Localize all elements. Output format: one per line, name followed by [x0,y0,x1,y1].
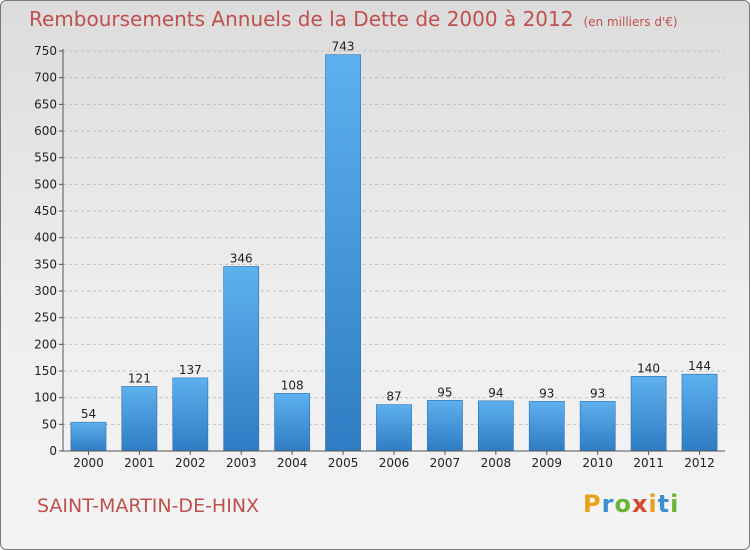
x-tick-label: 2007 [430,456,461,470]
bar [223,266,260,452]
x-tick-label: 2010 [582,456,613,470]
y-tick-label: 250 [34,311,57,325]
bar [427,400,463,452]
x-tick-label: 2012 [684,456,715,470]
proxiti-logo: Proxiti [583,490,679,518]
bar [376,404,412,452]
bar [325,54,361,452]
bar-value-label: 121 [128,371,151,385]
y-tick-label: 450 [34,204,57,218]
y-tick-label: 50 [42,417,57,431]
gridlines [63,50,725,425]
bar-value-label: 87 [386,390,401,404]
bar-value-label: 144 [688,359,711,373]
logo-letter: r [601,490,615,518]
x-axis: 2000 2001 2002 2003 2004 2005 2006 2007 2008 2009… [63,450,725,470]
x-tick-label: 2009 [531,456,562,470]
logo-letter: i [670,490,680,518]
logo-letter: P [583,490,602,518]
x-tick-label: 2002 [175,456,206,470]
x-tick-label: 2004 [277,456,308,470]
bar [477,400,514,452]
bar-value-label: 108 [281,378,304,392]
y-tick-label: 500 [34,177,57,191]
logo-letter: i [648,490,658,518]
bar [630,376,667,452]
bar [274,393,311,452]
bar-value-label: 54 [81,407,96,421]
bar [528,401,565,452]
bar-value-label: 137 [179,363,202,377]
chart-header: Remboursements Annuels de la Dette de 20… [29,7,678,31]
bar-value-label: 346 [230,251,253,265]
bar-value-label: 94 [488,386,503,400]
bar-value-label: 93 [539,386,554,400]
y-tick-label: 600 [34,124,57,138]
y-tick-label: 400 [34,231,57,245]
chart-subtitle: (en milliers d'€) [583,15,678,29]
chart-title: Remboursements Annuels de la Dette de 20… [29,7,574,31]
bar-value-label: 743 [332,40,355,54]
bar [579,401,616,452]
y-tick-label: 200 [34,337,57,351]
bar [681,373,718,452]
y-tick-label: 0 [49,444,57,458]
y-tick-label: 100 [34,391,57,405]
y-tick-label: 750 [34,44,57,58]
y-tick-label: 550 [34,151,57,165]
logo-letter: o [614,490,632,518]
y-tick-label: 650 [34,97,57,111]
y-tick-label: 350 [34,257,57,271]
bar-value-label: 140 [637,361,660,375]
commune-name: SAINT-MARTIN-DE-HINX [37,495,260,517]
y-tick-label: 150 [34,364,57,378]
x-tick-label: 2006 [379,456,410,470]
bars: 54 121 137 346 108 743 87 95 94 93 93 140 144 [70,40,718,452]
bar [121,386,158,452]
bar [70,421,107,452]
bar [172,377,209,452]
y-tick-label: 700 [34,71,57,85]
x-tick-label: 2001 [124,456,155,470]
x-tick-label: 2003 [226,456,257,470]
x-tick-label: 2008 [481,456,512,470]
bar-value-label: 93 [590,386,605,400]
bar-value-label: 95 [437,385,452,399]
y-tick-label: 300 [34,284,57,298]
y-axis: 0 50 100 150 200 250 300 350 400 450 500 550 600 650 7… [34,44,64,458]
logo-letter: t [657,490,671,518]
x-tick-label: 2011 [633,456,664,470]
x-tick-label: 2005 [328,456,359,470]
x-tick-label: 2000 [73,456,104,470]
logo-letter: x [631,490,649,518]
